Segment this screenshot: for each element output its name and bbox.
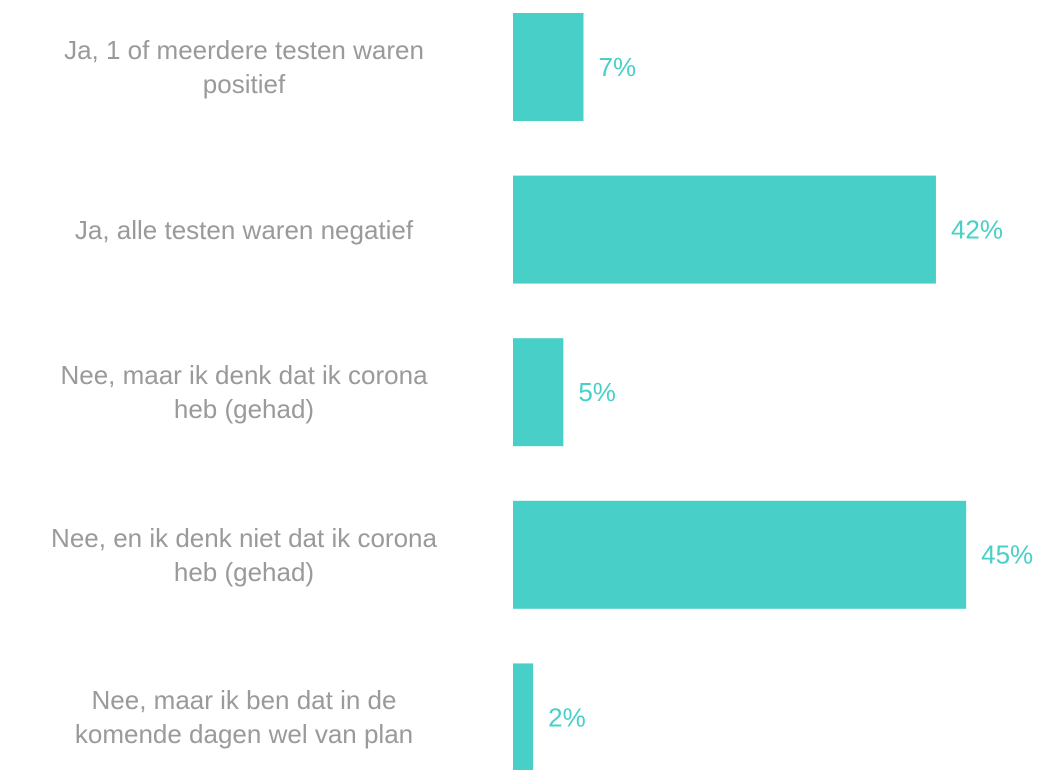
- value-label: 7%: [598, 52, 636, 82]
- bar: [513, 175, 936, 284]
- category-label: Nee, maar ik denk dat ik corona heb (geh…: [60, 360, 428, 425]
- value-label: 5%: [578, 377, 616, 407]
- value-label: 42%: [951, 214, 1003, 244]
- bar: [513, 663, 534, 770]
- category-label: Nee, maar ik ben dat in de komende dagen…: [74, 685, 414, 750]
- bar: [513, 500, 967, 609]
- bar: [513, 338, 564, 447]
- category-label: Nee, en ik denk niet dat ik corona heb (…: [51, 522, 437, 587]
- value-label: 45%: [981, 540, 1033, 570]
- value-label: 2%: [548, 702, 586, 732]
- bar: [513, 13, 584, 121]
- category-label: Ja, alle testen waren negatief: [74, 214, 414, 245]
- category-label: Ja, 1 of meerdere testen waren positief: [64, 35, 424, 99]
